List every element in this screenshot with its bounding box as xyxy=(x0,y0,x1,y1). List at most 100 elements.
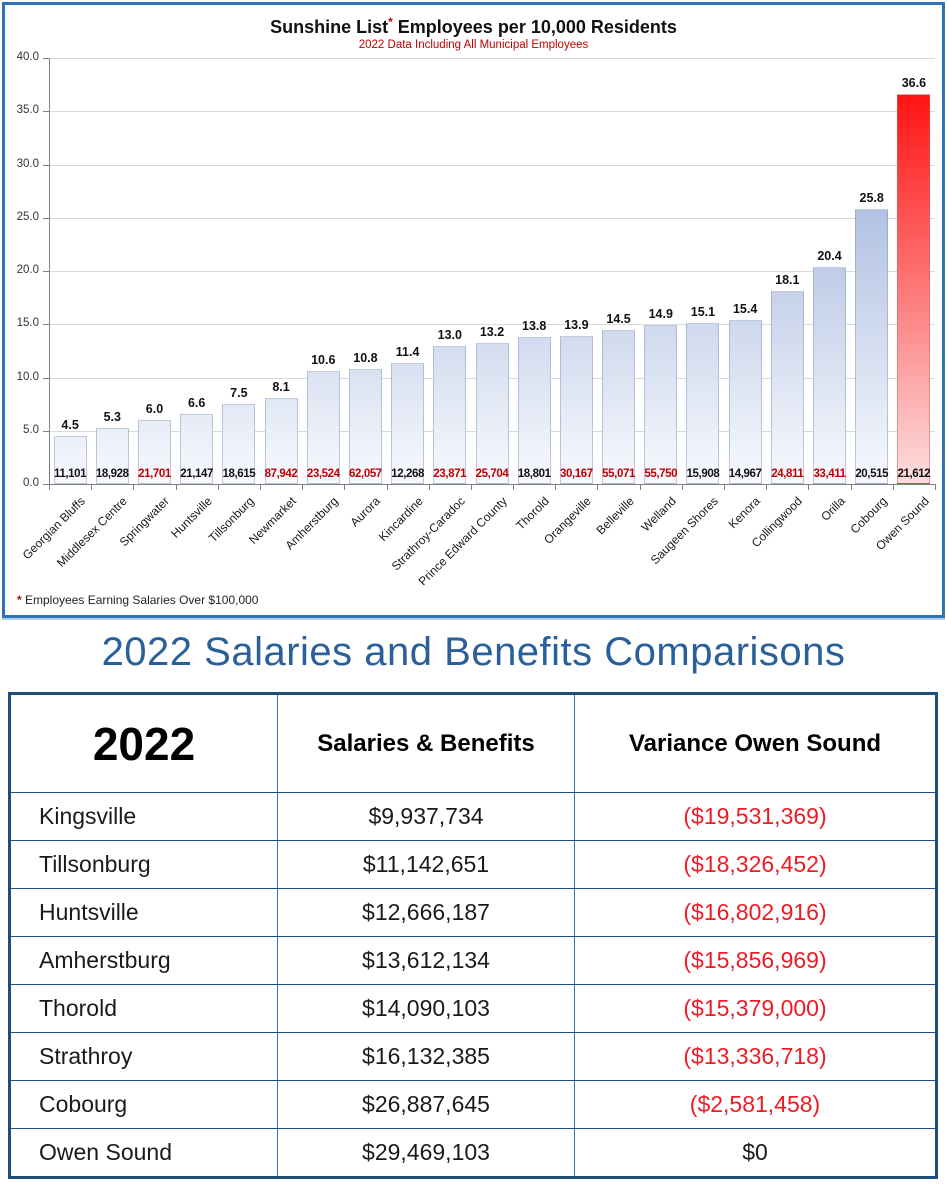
y-axis-tick xyxy=(43,111,49,113)
y-axis-label: 5.0 xyxy=(23,423,39,436)
bar-base-label: 18,928 xyxy=(95,468,129,480)
table-header-row: 2022 Salaries & Benefits Variance Owen S… xyxy=(11,695,935,792)
bar xyxy=(728,319,762,484)
bar-base-label: 20,515 xyxy=(855,468,889,480)
table-row: Owen Sound $29,469,103 $0 xyxy=(11,1128,935,1176)
x-axis-tick xyxy=(386,484,388,490)
bar xyxy=(559,335,593,484)
chart-title-prefix: Sunshine List xyxy=(270,17,389,37)
x-axis-tick xyxy=(935,484,936,490)
row-salaries-benefits: $26,887,645 xyxy=(277,1081,574,1128)
chart-subtitle: 2022 Data Including All Municipal Employ… xyxy=(358,39,589,51)
bar-base-label: 18,615 xyxy=(222,468,256,480)
bar-value-label: 5.3 xyxy=(103,409,121,424)
row-municipality: Strathroy xyxy=(39,1043,133,1069)
bar xyxy=(180,413,214,484)
table-row: Amherstburg $13,612,134 ($15,856,969) xyxy=(11,936,935,984)
row-salaries-benefits: $13,612,134 xyxy=(277,937,574,984)
x-axis-tick xyxy=(513,484,515,490)
bar-value-label: 13.2 xyxy=(479,325,505,340)
bar xyxy=(95,427,129,484)
chart-title: Sunshine List* Employees per 10,000 Resi… xyxy=(5,15,942,38)
y-axis-tick xyxy=(43,217,49,219)
gridline xyxy=(49,217,935,219)
table-header-salaries: Salaries & Benefits xyxy=(277,695,574,792)
bar-base-label: 87,942 xyxy=(264,468,298,480)
gridline xyxy=(49,324,935,326)
bar-highlight xyxy=(897,94,931,484)
x-axis-tick xyxy=(470,484,472,490)
x-axis-tick xyxy=(49,484,50,490)
chart-title-asterisk: * xyxy=(388,15,393,29)
table-body: Kingsville $9,937,734 ($19,531,369) Tillson… xyxy=(11,792,935,1176)
row-municipality: Cobourg xyxy=(39,1091,128,1117)
gridline xyxy=(49,164,935,166)
bar-value-label: 14.5 xyxy=(606,311,631,326)
x-axis-tick xyxy=(217,484,219,490)
y-axis-label: 10.0 xyxy=(16,370,39,383)
chart-footnote: * Employees Earning Salaries Over $100,0… xyxy=(17,593,258,607)
table-row: Strathroy $16,132,385 ($13,336,718) xyxy=(11,1032,935,1080)
bar xyxy=(770,291,804,484)
row-municipality: Owen Sound xyxy=(39,1139,172,1165)
bar-base-label: 55,071 xyxy=(602,468,635,480)
bar xyxy=(391,362,425,484)
bar-base-label: 11,101 xyxy=(54,468,87,480)
y-axis-line xyxy=(49,58,50,484)
y-axis-label: 30.0 xyxy=(16,157,39,170)
bar xyxy=(813,266,847,484)
row-salaries-benefits: $14,090,103 xyxy=(277,985,574,1032)
x-axis-tick xyxy=(681,484,683,490)
bar xyxy=(348,368,382,484)
x-axis-tick xyxy=(766,484,768,490)
x-axis-tick xyxy=(175,484,177,490)
y-axis-label: 15.0 xyxy=(16,317,39,330)
row-municipality: Kingsville xyxy=(39,803,137,829)
bar-value-label: 4.5 xyxy=(61,418,79,433)
bar-base-label: 21,612 xyxy=(897,468,931,480)
y-axis-label: 40.0 xyxy=(16,51,39,63)
bar xyxy=(517,337,551,484)
bar xyxy=(475,343,509,484)
table-row: Kingsville $9,937,734 ($19,531,369) xyxy=(11,792,935,840)
y-axis-tick xyxy=(43,430,49,432)
table-row: Cobourg $26,887,645 ($2,581,458) xyxy=(11,1080,935,1128)
bar-value-label: 18.1 xyxy=(775,273,800,288)
bar-value-label: 15.4 xyxy=(732,301,758,316)
bar-base-label: 55,750 xyxy=(644,468,678,480)
bar-base-label: 21,701 xyxy=(138,468,171,480)
bar-value-label: 14.9 xyxy=(648,307,673,322)
x-axis-tick xyxy=(344,484,346,490)
y-axis-label: 35.0 xyxy=(16,104,39,117)
gridline xyxy=(49,271,935,272)
row-variance: $0 xyxy=(574,1129,935,1176)
y-axis-label: 25.0 xyxy=(16,210,39,223)
bar-value-label: 11.4 xyxy=(395,344,420,359)
bar-base-label: 14,967 xyxy=(728,468,762,480)
row-variance: ($15,856,969) xyxy=(574,937,935,984)
row-salaries-benefits: $16,132,385 xyxy=(277,1033,574,1080)
table-row: Tillsonburg $11,142,651 ($18,326,452) xyxy=(11,840,935,888)
x-axis-tick xyxy=(892,484,894,490)
bar xyxy=(686,323,720,484)
bar-chart-panel: Sunshine List* Employees per 10,000 Resi… xyxy=(2,2,945,618)
bar xyxy=(264,397,298,484)
table-header-variance: Variance Owen Sound xyxy=(574,695,935,792)
x-axis-tick xyxy=(555,484,557,490)
bar-base-label: 24,811 xyxy=(771,468,804,480)
row-variance: ($18,326,452) xyxy=(574,841,935,888)
bar-base-label: 23,524 xyxy=(306,468,340,480)
row-municipality: Tillsonburg xyxy=(39,851,151,877)
bar xyxy=(644,325,678,484)
bar-value-label: 8.1 xyxy=(272,379,290,394)
x-axis-tick xyxy=(428,484,430,490)
section-title: 2022 Salaries and Benefits Comparisons xyxy=(101,630,846,674)
bar xyxy=(306,371,340,484)
y-axis-label: 0.0 xyxy=(23,477,39,489)
x-axis-tick xyxy=(91,484,93,490)
bar-value-label: 6.6 xyxy=(187,395,206,410)
gridline xyxy=(49,58,935,59)
bar-base-label: 21,147 xyxy=(180,468,214,480)
row-variance: ($13,336,718) xyxy=(574,1033,935,1080)
